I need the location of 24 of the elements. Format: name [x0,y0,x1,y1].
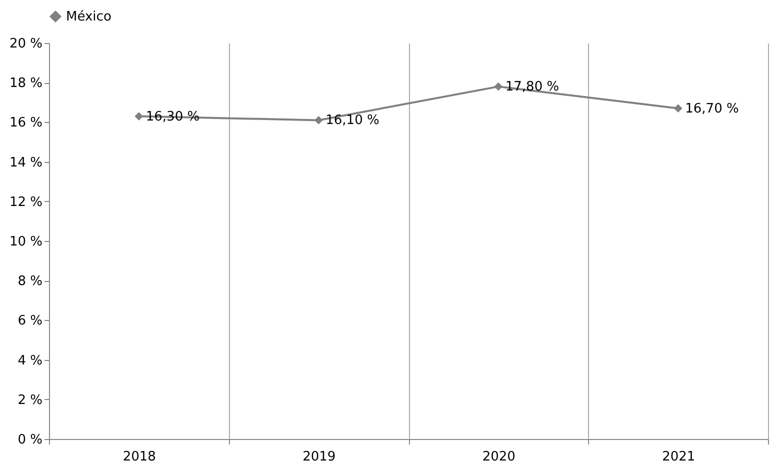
point [494,82,503,91]
legend-label: México [66,10,112,24]
data-label: 16,30 % [146,109,200,124]
y-tick-label: 2 % [18,392,42,408]
point [134,112,144,120]
y-tick-label: 20 % [9,36,42,52]
y-tick-label: 16 % [9,116,42,131]
x-tick-label: 2019 [302,450,336,464]
y-tick-label: 18 % [9,76,42,92]
y-tick-label: 0 % [18,432,42,448]
y-tick-label: 8 % [18,274,42,290]
y-tick-label: 12 % [9,194,42,210]
y-tick-label: 10 % [9,234,42,250]
data-label: 16,70 % [685,101,739,116]
y-tick-label: 14 % [9,155,42,170]
data-label: 16,10 % [326,113,380,128]
x-tick-label: 2020 [482,450,516,464]
y-tick-label: 4 % [18,353,42,368]
point [314,116,323,124]
x-tick-label: 2018 [122,450,156,464]
data-label: 17,80 % [505,80,560,95]
point [674,104,682,113]
x-tick-label: 2021 [662,450,696,464]
y-tick-label: 6 % [18,314,42,329]
